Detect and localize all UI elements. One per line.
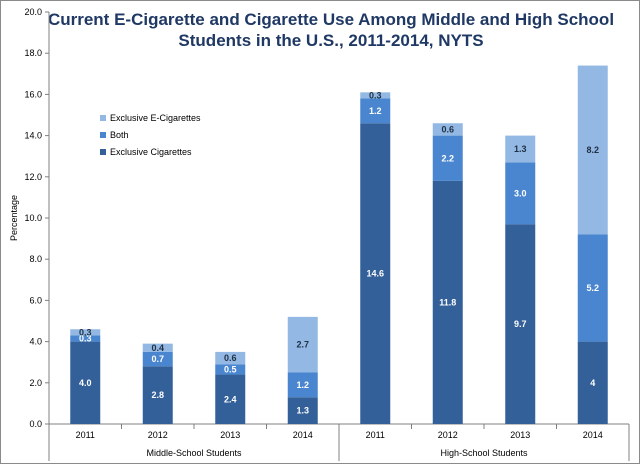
x-tick-label: 2011 (76, 430, 95, 440)
y-tick-label: 6.0 (29, 295, 42, 305)
bar-segment (577, 65, 608, 235)
bar-segment (432, 180, 463, 424)
x-group-label: Middle-School Students (146, 448, 242, 458)
legend-swatch (100, 149, 106, 155)
data-label: 0.3 (79, 334, 92, 344)
data-label: 11.8 (439, 297, 456, 307)
data-label: 0.4 (151, 343, 164, 353)
bar-segment (142, 343, 173, 352)
bar-segment (142, 351, 173, 367)
data-label: 14.6 (366, 269, 384, 279)
bar-segment (287, 372, 318, 398)
chart-axes: 0.0 2.0 4.0 6.0 8.0 10.0 12.0 14.0 16.0 18.0 20.0 P… (9, 7, 630, 461)
data-label: 2.7 (296, 340, 309, 350)
bar-segment (505, 135, 536, 163)
y-tick-label: 18.0 (24, 48, 42, 58)
data-label: 1.2 (369, 106, 382, 116)
x-tick-label: 2013 (510, 430, 530, 440)
legend-item-label: Exclusive Cigarettes (110, 147, 192, 157)
x-tick-label: 2014 (583, 430, 603, 440)
y-tick-label: 8.0 (29, 254, 42, 264)
data-label: 1.3 (514, 144, 527, 154)
y-tick-label: 0.0 (29, 419, 42, 429)
data-label: 0.3 (369, 90, 382, 100)
data-label: 0.7 (151, 354, 164, 364)
data-label: 4 (590, 378, 595, 388)
bar-segment (142, 366, 173, 424)
x-tick-label: 2013 (220, 430, 240, 440)
x-tick-label: 2012 (148, 430, 168, 440)
y-tick-label: 14.0 (24, 131, 42, 141)
bar-segment (70, 329, 101, 336)
data-label: 0.6 (441, 124, 454, 134)
data-label: 0.5 (224, 364, 237, 374)
legend-swatch (100, 132, 106, 138)
bar-segment (360, 123, 391, 425)
data-label: 1.3 (296, 406, 309, 416)
bar-segment (577, 341, 608, 424)
chart-title-line: Students in the U.S., 2011-2014, NYTS (178, 31, 483, 50)
bar-segment (215, 364, 246, 375)
chart-bars: 4.00.30.32.80.70.42.40.50.61.31.22.714.6… (70, 65, 608, 425)
bar-segment (215, 374, 246, 424)
data-label: 4.0 (79, 378, 92, 388)
bar-segment (505, 224, 536, 424)
x-tick-label: 2011 (366, 430, 385, 440)
legend-item-label: Both (110, 130, 129, 140)
bar-segment (577, 234, 608, 342)
y-axis-title: Percentage (9, 195, 19, 241)
y-tick-label: 2.0 (29, 378, 42, 388)
bar-segment (70, 335, 101, 342)
data-label: 2.4 (224, 394, 237, 404)
bar-segment (215, 351, 246, 365)
data-label: 0.3 (79, 327, 92, 337)
y-tick-label: 4.0 (29, 337, 42, 347)
data-label: 8.2 (586, 145, 599, 155)
legend-item-label: Exclusive E-Cigarettes (110, 113, 201, 123)
bar-segment (432, 135, 463, 181)
bar-segment (360, 92, 391, 99)
data-label: 3.0 (514, 188, 527, 198)
bar-segment (505, 162, 536, 225)
bar-segment (287, 316, 318, 373)
data-label: 0.6 (224, 353, 237, 363)
y-tick-label: 20.0 (24, 7, 42, 17)
chart-legend: Exclusive E-Cigarettes Both Exclusive Ciga… (100, 113, 201, 157)
bar-segment (70, 341, 101, 424)
bar-segment (432, 123, 463, 136)
y-tick-label: 10.0 (24, 213, 42, 223)
y-tick-label: 16.0 (24, 89, 42, 99)
x-tick-label: 2014 (293, 430, 313, 440)
chart-title-line: Current E-Cigarette and Cigarette Use Am… (48, 10, 614, 29)
x-tick-label: 2012 (438, 430, 458, 440)
bar-segment (360, 98, 391, 124)
chart-title: Current E-Cigarette and Cigarette Use Am… (48, 10, 614, 50)
data-label: 2.2 (441, 153, 454, 163)
data-label: 9.7 (514, 319, 527, 329)
bar-segment (287, 397, 318, 424)
x-group-label: High-School Students (440, 448, 528, 458)
data-label: 5.2 (586, 283, 599, 293)
legend-swatch (100, 115, 106, 121)
y-tick-label: 12.0 (24, 172, 42, 182)
data-label: 1.2 (296, 380, 309, 390)
data-label: 2.8 (151, 390, 164, 400)
